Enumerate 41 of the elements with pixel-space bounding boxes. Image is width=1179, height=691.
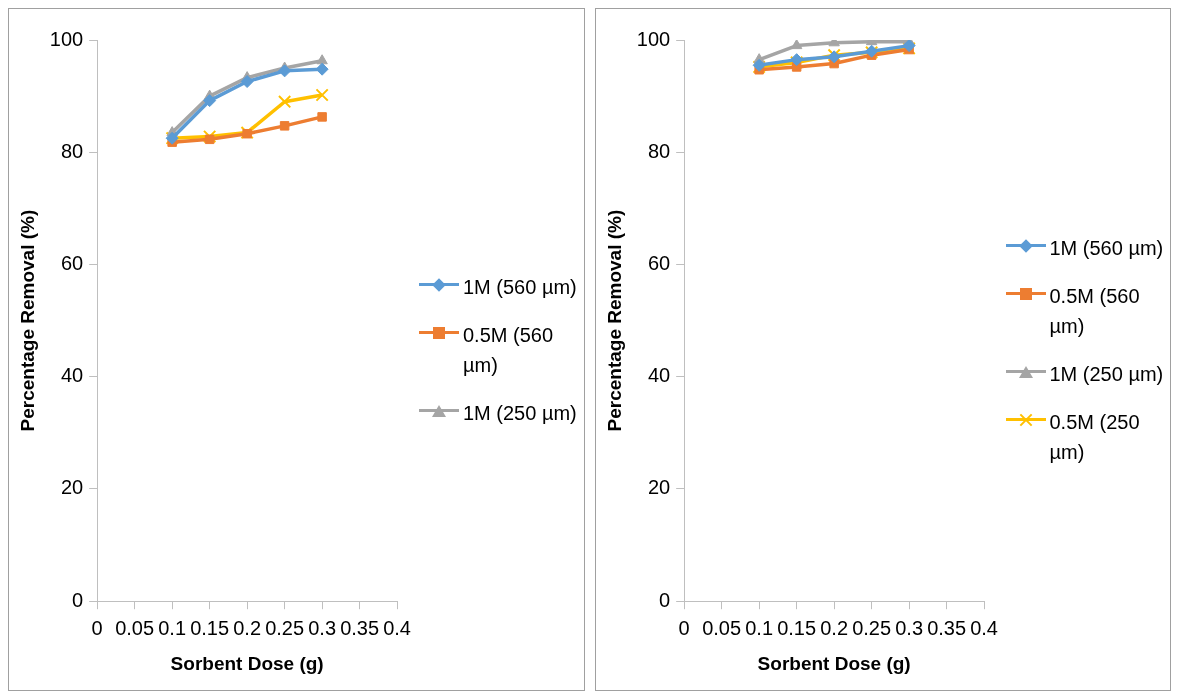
y-tick-label: 20 xyxy=(647,475,670,498)
x-tick-label: 0.4 xyxy=(969,616,998,639)
y-tick-label: 0 xyxy=(658,588,670,611)
x-tick-label: 0.3 xyxy=(894,616,923,639)
y-tick-label: 80 xyxy=(60,139,84,162)
legend-label: 1M (250 µm) xyxy=(1049,361,1164,387)
y-axis-title: Percentage Removal (%) xyxy=(603,209,625,431)
x-tick-label: 0.35 xyxy=(926,616,966,639)
y-axis-title: Percentage Removal (%) xyxy=(16,209,38,431)
x-tick-label: 0.3 xyxy=(308,616,337,639)
x-tick-label: 0.2 xyxy=(233,616,262,639)
x-tick-label: 0.15 xyxy=(776,616,816,639)
legend-label: 1M (560 µm) xyxy=(463,274,577,300)
x-tick-label: 0.4 xyxy=(383,616,411,639)
y-tick-label: 40 xyxy=(60,363,84,386)
x-tick-label: 0.2 xyxy=(819,616,848,639)
x-tick-label: 0.1 xyxy=(744,616,773,639)
y-tick-label: 80 xyxy=(647,139,670,162)
y-tick-label: 100 xyxy=(49,27,84,50)
legend-label: 1M (250 µm) xyxy=(463,400,577,426)
x-tick-label: 0.25 xyxy=(851,616,891,639)
y-tick-label: 0 xyxy=(72,588,84,611)
x-tick-label: 0.05 xyxy=(701,616,741,639)
legend-label: 0.5M (560 µm) xyxy=(1049,283,1141,339)
x-tick-label: 0.1 xyxy=(158,616,187,639)
x-tick-label: 0.35 xyxy=(340,616,380,639)
y-tick-label: 60 xyxy=(647,251,670,274)
x-axis-title: Sorbent Dose (g) xyxy=(170,652,324,674)
x-tick-label: 0 xyxy=(91,616,103,639)
x-tick-label: 0 xyxy=(678,616,690,639)
legend-label: 0.5M (250 µm) xyxy=(1049,409,1141,465)
x-tick-label: 0.25 xyxy=(265,616,305,639)
y-tick-label: 100 xyxy=(636,27,670,50)
legend-label: 0.5M (560 µm) xyxy=(463,322,555,378)
y-tick-label: 20 xyxy=(60,475,84,498)
x-axis-title: Sorbent Dose (g) xyxy=(757,652,911,674)
y-tick-label: 40 xyxy=(647,363,670,386)
x-tick-label: 0.05 xyxy=(115,616,155,639)
y-tick-label: 60 xyxy=(60,251,84,274)
x-tick-label: 0.15 xyxy=(190,616,230,639)
legend-label: 1M (560 µm) xyxy=(1049,235,1164,261)
